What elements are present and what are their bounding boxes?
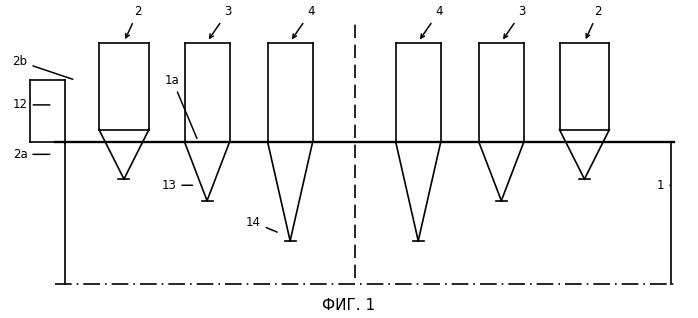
Text: 3: 3	[209, 5, 232, 38]
Text: 2a: 2a	[13, 148, 50, 161]
Text: 14: 14	[246, 216, 277, 232]
Text: 2: 2	[586, 5, 602, 38]
Text: ФИГ. 1: ФИГ. 1	[322, 298, 376, 313]
Text: 4: 4	[292, 5, 315, 38]
Text: 2: 2	[126, 5, 142, 38]
Text: 3: 3	[504, 5, 526, 38]
Text: 12: 12	[13, 98, 50, 111]
Text: 1a: 1a	[165, 74, 197, 139]
Text: 13: 13	[161, 179, 193, 192]
Text: 2b: 2b	[13, 55, 73, 79]
Text: 4: 4	[421, 5, 443, 38]
Text: 1: 1	[657, 179, 670, 192]
